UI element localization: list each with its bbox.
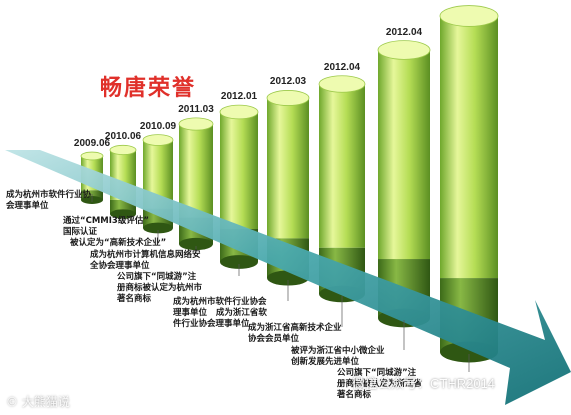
timeline-arrow — [5, 150, 571, 405]
milestone-date: 2013.01 — [451, 0, 487, 3]
milestone-event: 成为杭州市软件行业协会 理事单位 成为浙江省软 件行业协会理事单位 — [173, 297, 267, 329]
page-title: 畅唐荣誉 — [100, 75, 197, 101]
milestone-event: 成为杭州市软件行业协 会理事单位 — [6, 190, 92, 211]
milestone-date: 2012.04 — [323, 61, 361, 73]
milestone-date: 2010.09 — [139, 120, 177, 132]
milestone-date: 2012.04 — [385, 26, 423, 38]
milestone-event: 被评为浙江省中小微企业 创新发展先进单位 — [291, 346, 385, 367]
milestone-event: 成为浙江省高新技术企业 协会会员单位 — [248, 323, 342, 344]
milestone-event: 公司旗下“同城游”注 册商标被认定为浙江省 著名商标 — [337, 368, 423, 400]
milestone-date: 2011.03 — [178, 103, 214, 115]
milestone-date: 2012.03 — [269, 76, 307, 88]
milestone-event: 公司旗下“同城游”注 册商标被认定为杭州市 著名商标 — [117, 272, 203, 304]
watermark-right: 微信公众号：CTHR2014 — [352, 376, 496, 391]
milestone-date: 2012.01 — [220, 91, 258, 103]
milestone-date: 2009.06 — [73, 138, 111, 150]
milestone-date: 2010.06 — [104, 131, 142, 143]
milestone-event: 成为杭州市计算机信息网络安 全协会理事单位 — [90, 250, 201, 271]
milestone-event: 被认定为“高新技术企业” — [70, 238, 167, 248]
milestone-cylinder — [142, 134, 174, 234]
watermark-left: © 大熊猫说 — [6, 395, 70, 409]
milestone-event: 通过“CMMI3级评估” 国际认证 — [63, 216, 149, 237]
